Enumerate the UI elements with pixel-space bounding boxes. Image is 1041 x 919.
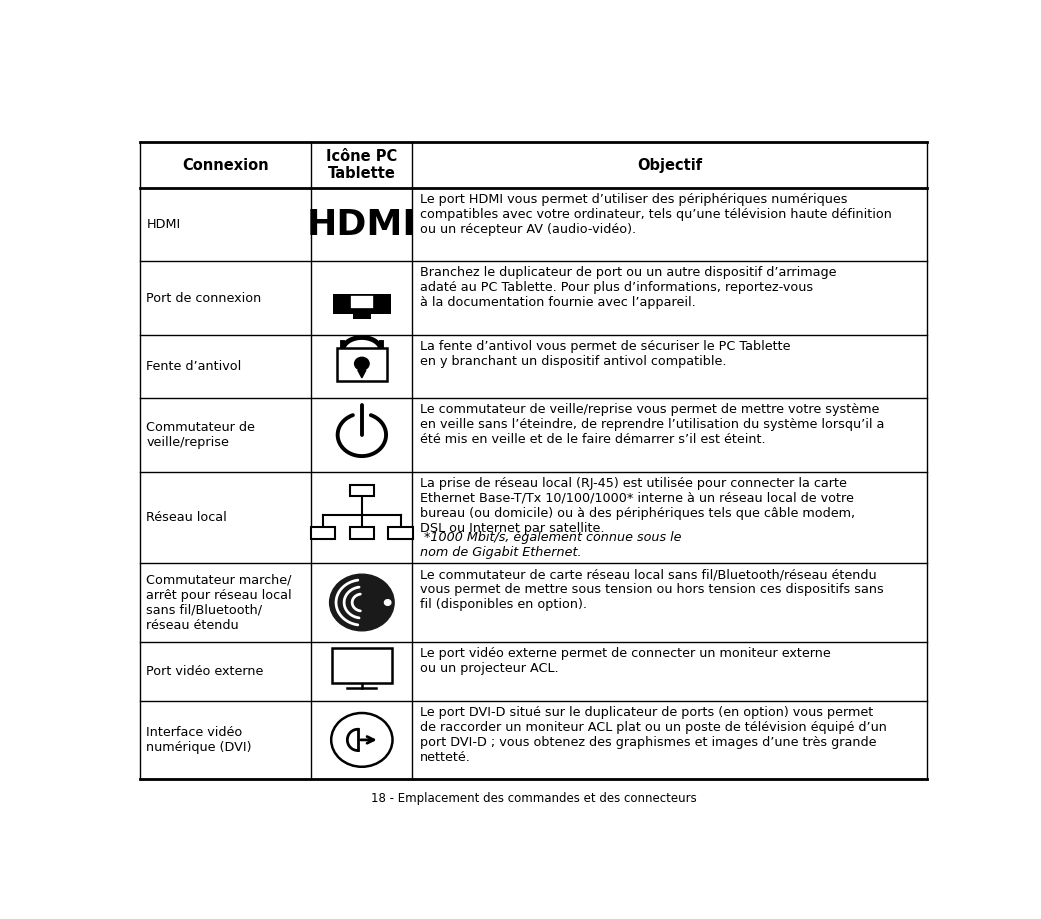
Text: Port de connexion: Port de connexion (146, 291, 261, 305)
Polygon shape (358, 370, 365, 378)
Text: La prise de réseau local (RJ-45) est utilisée pour connecter la carte
Ethernet B: La prise de réseau local (RJ-45) est uti… (421, 477, 856, 535)
Text: Commutateur de
veille/reprise: Commutateur de veille/reprise (146, 421, 255, 448)
FancyBboxPatch shape (350, 485, 374, 496)
Text: Objectif: Objectif (637, 157, 703, 173)
FancyBboxPatch shape (311, 528, 335, 539)
Text: Commutateur marche/
arrêt pour réseau local
sans fil/Bluetooth/
réseau étendu: Commutateur marche/ arrêt pour réseau lo… (146, 573, 291, 631)
FancyBboxPatch shape (337, 348, 387, 380)
FancyBboxPatch shape (350, 528, 374, 539)
Text: Le commutateur de carte réseau local sans fil/Bluetooth/réseau étendu
vous perme: Le commutateur de carte réseau local san… (421, 568, 884, 611)
Text: HDMI: HDMI (307, 208, 416, 242)
FancyBboxPatch shape (353, 313, 371, 320)
Text: Icône PC
Tablette: Icône PC Tablette (326, 149, 398, 181)
Circle shape (331, 713, 392, 766)
Text: Interface vidéo
numérique (DVI): Interface vidéo numérique (DVI) (146, 726, 252, 754)
Circle shape (384, 600, 391, 606)
Text: Le commutateur de veille/reprise vous permet de mettre votre système
en veille s: Le commutateur de veille/reprise vous pe… (421, 403, 885, 446)
Text: Le port DVI-D situé sur le duplicateur de ports (en option) vous permet
de racco: Le port DVI-D situé sur le duplicateur d… (421, 706, 887, 764)
Text: *1000 Mbit/s, également connue sous le
nom de Gigabit Ethernet.: *1000 Mbit/s, également connue sous le n… (421, 531, 682, 559)
Text: La fente d’antivol vous permet de sécuriser le PC Tablette
en y branchant un dis: La fente d’antivol vous permet de sécuri… (421, 340, 791, 368)
Text: Connexion: Connexion (182, 157, 269, 173)
Circle shape (355, 357, 370, 370)
FancyBboxPatch shape (332, 648, 391, 683)
FancyBboxPatch shape (350, 295, 374, 309)
Text: Le port vidéo externe permet de connecter un moniteur externe
ou un projecteur A: Le port vidéo externe permet de connecte… (421, 647, 831, 675)
Text: HDMI: HDMI (146, 218, 180, 232)
Text: Branchez le duplicateur de port ou un autre dispositif d’arrimage
adaté au PC Ta: Branchez le duplicateur de port ou un au… (421, 267, 837, 310)
Text: Réseau local: Réseau local (146, 511, 227, 524)
Text: Fente d’antivol: Fente d’antivol (146, 360, 242, 373)
FancyBboxPatch shape (388, 528, 412, 539)
FancyBboxPatch shape (333, 294, 391, 313)
Text: Le port HDMI vous permet d’utiliser des périphériques numériques
compatibles ave: Le port HDMI vous permet d’utiliser des … (421, 193, 892, 236)
Text: 18 - Emplacement des commandes et des connecteurs: 18 - Emplacement des commandes et des co… (371, 791, 696, 805)
Text: Port vidéo externe: Port vidéo externe (146, 664, 263, 677)
Circle shape (330, 574, 395, 630)
